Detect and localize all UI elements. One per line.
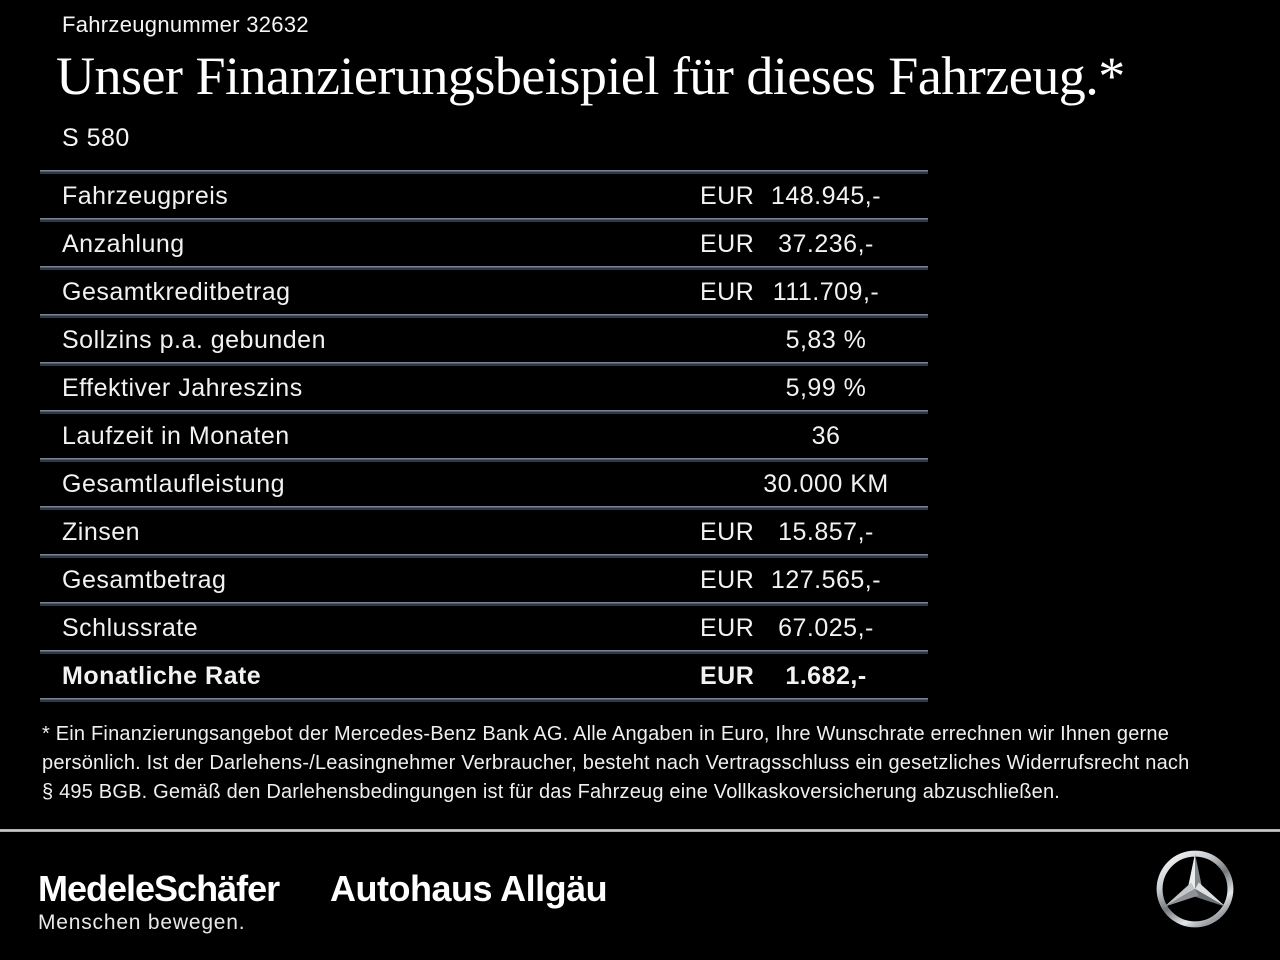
- table-row-gesamtbetrag: Gesamtbetrag EUR 127.565,-: [40, 558, 928, 602]
- row-label: Anzahlung: [62, 229, 185, 258]
- table-divider: [40, 218, 928, 222]
- row-label: Effektiver Jahreszins: [62, 373, 303, 402]
- footer-divider: [0, 829, 1280, 832]
- dealer-tagline: Menschen bewegen.: [38, 911, 246, 934]
- row-label: Monatliche Rate: [62, 661, 262, 690]
- table-row-effektiver-jahreszins: Effektiver Jahreszins 5,99 %: [40, 366, 928, 410]
- row-currency: EUR: [700, 613, 755, 642]
- table-row-gesamtkreditbetrag: Gesamtkreditbetrag EUR 111.709,-: [40, 270, 928, 314]
- table-divider: [40, 314, 928, 318]
- row-label: Sollzins p.a. gebunden: [62, 325, 326, 354]
- row-currency: EUR: [700, 661, 755, 690]
- row-label: Zinsen: [62, 517, 141, 546]
- vehicle-model: S 580: [62, 124, 130, 152]
- table-row-fahrzeugpreis: Fahrzeugpreis EUR 148.945,-: [40, 174, 928, 218]
- financing-table: Fahrzeugpreis EUR 148.945,- Anzahlung EU…: [40, 170, 928, 702]
- table-divider: [40, 506, 928, 510]
- row-value: 127.565,-: [770, 565, 882, 594]
- table-row-zinsen: Zinsen EUR 15.857,-: [40, 510, 928, 554]
- autohaus-allgaeu-logo: Autohaus Allgäu: [330, 868, 608, 909]
- vehicle-number: Fahrzeugnummer 32632: [62, 12, 309, 37]
- row-currency: EUR: [700, 277, 755, 306]
- table-divider: [40, 698, 928, 702]
- row-label: Schlussrate: [62, 613, 199, 642]
- table-row-monatliche-rate: Monatliche Rate EUR 1.682,-: [40, 654, 928, 698]
- row-currency: EUR: [700, 181, 755, 210]
- row-value: 30.000 KM: [763, 469, 889, 498]
- table-divider: [40, 170, 928, 174]
- row-value: 5,99 %: [785, 373, 867, 402]
- row-value: 148.945,-: [770, 181, 882, 210]
- row-currency: EUR: [700, 229, 755, 258]
- table-divider: [40, 602, 928, 606]
- row-label: Gesamtlaufleistung: [62, 469, 286, 498]
- row-currency: EUR: [700, 517, 755, 546]
- table-divider: [40, 266, 928, 270]
- row-currency: EUR: [700, 565, 755, 594]
- table-row-laufzeit: Laufzeit in Monaten 36: [40, 414, 928, 458]
- row-value: 37.236,-: [778, 229, 874, 258]
- table-row-sollzins: Sollzins p.a. gebunden 5,83 %: [40, 318, 928, 362]
- row-label: Laufzeit in Monaten: [62, 421, 290, 450]
- table-row-anzahlung: Anzahlung EUR 37.236,-: [40, 222, 928, 266]
- row-value: 5,83 %: [785, 325, 867, 354]
- page-title: Unser Finanzierungsbeispiel für dieses F…: [56, 46, 1125, 106]
- row-value: 1.682,-: [785, 661, 867, 690]
- footnote-line: § 495 BGB. Gemäß den Darlehensbedingunge…: [42, 781, 1061, 803]
- row-value: 15.857,-: [778, 517, 874, 546]
- table-divider: [40, 458, 928, 462]
- footnote-line: * Ein Finanzierungsangebot der Mercedes-…: [42, 723, 1170, 745]
- row-label: Gesamtbetrag: [62, 565, 227, 594]
- row-value: 111.709,-: [772, 277, 880, 306]
- table-divider: [40, 650, 928, 654]
- table-divider: [40, 362, 928, 366]
- legal-footnote: * Ein Finanzierungsangebot der Mercedes-…: [42, 720, 1252, 807]
- medele-schaefer-logo: MedeleSchäfer: [38, 868, 280, 909]
- row-value: 67.025,-: [778, 613, 874, 642]
- row-label: Gesamtkreditbetrag: [62, 277, 291, 306]
- row-label: Fahrzeugpreis: [62, 181, 229, 210]
- mercedes-star-icon: [1156, 850, 1234, 928]
- row-value: 36: [811, 421, 841, 450]
- footnote-line: persönlich. Ist der Darlehens-/Leasingne…: [42, 752, 1190, 774]
- table-row-gesamtlaufleistung: Gesamtlaufleistung 30.000 KM: [40, 462, 928, 506]
- table-divider: [40, 410, 928, 414]
- table-divider: [40, 554, 928, 558]
- table-row-schlussrate: Schlussrate EUR 67.025,-: [40, 606, 928, 650]
